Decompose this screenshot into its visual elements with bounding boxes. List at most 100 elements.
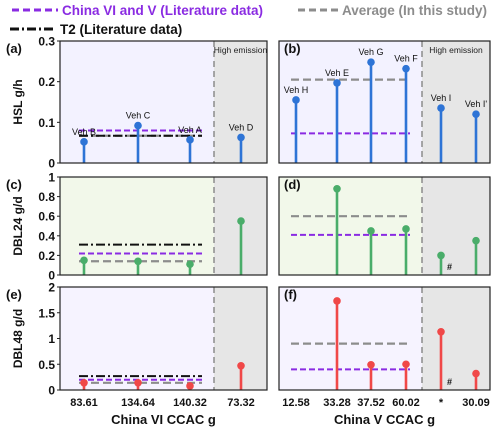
- lollipop-point: [472, 369, 480, 378]
- panel-a: High emission Veh B Veh C Veh A Veh D 0 0.1 0.2…: [6, 35, 268, 171]
- point-label: Veh D: [229, 122, 254, 132]
- lollipop-point: [134, 378, 142, 387]
- y-tick-label: 0: [48, 384, 55, 398]
- panel-b: High emission Veh H Veh E Veh G Veh F Veh I Ve…: [278, 40, 491, 164]
- point-label: Veh A: [178, 125, 202, 135]
- x-tick-label: 140.32: [173, 397, 207, 409]
- lollipop-point: [437, 104, 445, 112]
- panel-c: 0 0.2 0.4 0.6 0.8 1 DBL24 g/d (c): [6, 171, 268, 283]
- point-label: Veh I: [431, 93, 452, 103]
- lollipop-point: [134, 121, 142, 130]
- point-label: Veh F: [394, 54, 418, 64]
- panel-letter: (c): [6, 177, 22, 192]
- y-tick-label: 1: [48, 332, 55, 346]
- panel-background: [279, 41, 422, 163]
- y-tick-label: 2: [48, 281, 55, 295]
- y-tick-label: 0.3: [38, 35, 55, 49]
- lollipop-point: [472, 236, 480, 245]
- lollipop-point: [186, 136, 194, 144]
- x-tick-label: 37.52: [357, 397, 385, 409]
- lollipop-point: [237, 361, 245, 370]
- point-label: Veh B: [72, 127, 96, 137]
- y-axis-label: DBL48 g/d: [11, 309, 25, 368]
- lollipop-point: [134, 257, 142, 266]
- x-tick-label: 30.09: [462, 397, 490, 409]
- high-emission-region: [422, 177, 490, 275]
- y-tick-label: 0.4: [38, 229, 55, 243]
- x-tick-label: *: [439, 397, 444, 409]
- legend-label: Average (In this study): [342, 3, 487, 18]
- point-label: Veh C: [126, 111, 151, 121]
- lollipop-point: [186, 260, 194, 269]
- lollipop-point: [80, 138, 88, 146]
- x-tick-label: 60.02: [392, 397, 420, 409]
- panel-letter: (d): [284, 177, 301, 192]
- lollipop-point: [367, 360, 375, 369]
- high-emission-label: High emission: [429, 45, 483, 55]
- legend-label: T2 (Literature data): [60, 22, 182, 37]
- panel-e: 0 0.5 1 1.5 2 DBL48 g/d (e) 83.61 134.64 140.32 73…: [6, 281, 268, 427]
- y-tick-label: 0.1: [38, 116, 55, 130]
- y-tick-label: 0: [48, 157, 55, 171]
- panel-background: [279, 177, 422, 275]
- high-emission-region: [422, 287, 490, 390]
- high-emission-region: [422, 41, 490, 163]
- panel-letter: (b): [284, 41, 301, 56]
- lollipop-point: [292, 96, 300, 104]
- y-axis-label: DBL24 g/d: [11, 196, 25, 255]
- lollipop-point: [80, 256, 88, 265]
- point-label: Veh H: [284, 85, 309, 95]
- x-axis-label: China V CCAC g: [334, 412, 435, 427]
- panel-frame: [59, 176, 268, 276]
- x-axis-label: China VI CCAC g: [111, 412, 216, 427]
- y-tick-label: 0.2: [38, 249, 55, 263]
- panel-f: # (f) 12.58 33.28 37.52 60.02 * 30.09 China V CC…: [278, 286, 491, 427]
- panel-background: [279, 287, 422, 390]
- marker-hash: #: [447, 377, 452, 387]
- y-tick-label: 1.5: [38, 306, 55, 320]
- lollipop-point: [237, 133, 245, 142]
- lollipop-point: [402, 225, 410, 233]
- lollipop-point: [402, 360, 410, 369]
- panel-letter: (a): [6, 41, 22, 56]
- lollipop-point: [333, 297, 341, 305]
- panel-letter: (f): [284, 287, 297, 302]
- lollipop-point: [367, 58, 375, 66]
- panel-frame: [59, 40, 268, 164]
- lollipop-point: [437, 328, 445, 336]
- panel-letter: (e): [6, 287, 22, 302]
- panel-frame: [278, 286, 491, 391]
- high-emission-label: High emission: [214, 45, 268, 55]
- lollipop-point: [333, 79, 341, 87]
- x-tick-label: 73.32: [227, 397, 255, 409]
- point-label: Veh E: [325, 68, 349, 78]
- point-label: Veh G: [358, 47, 383, 57]
- panel-frame: [278, 176, 491, 276]
- y-tick-label: 0.5: [38, 358, 55, 372]
- y-tick-label: 0.6: [38, 210, 55, 224]
- lollipop-point: [80, 378, 88, 387]
- marker-hash: #: [447, 262, 452, 272]
- lollipop-point: [472, 110, 480, 118]
- y-tick-label: 0.8: [38, 190, 55, 204]
- panel-frame: [278, 40, 491, 164]
- lollipop-point: [437, 251, 445, 260]
- y-tick-label: 0: [48, 269, 55, 283]
- panel-background: [60, 287, 214, 390]
- x-tick-label: 83.61: [70, 397, 98, 409]
- lollipop-point: [186, 382, 194, 390]
- panel-d: # (d): [278, 176, 491, 276]
- lollipop-point: [237, 217, 245, 225]
- lollipop-point: [367, 227, 375, 235]
- point-label: Veh I': [465, 99, 488, 109]
- y-axis-label: HSL g/h: [11, 79, 25, 124]
- x-tick-label: 134.64: [121, 397, 156, 409]
- lollipop-point: [402, 64, 410, 73]
- x-tick-label: 33.28: [323, 397, 351, 409]
- lollipop-point: [333, 184, 341, 193]
- y-tick-label: 1: [48, 171, 55, 185]
- y-tick-label: 0.2: [38, 75, 55, 89]
- x-tick-label: 12.58: [282, 397, 310, 409]
